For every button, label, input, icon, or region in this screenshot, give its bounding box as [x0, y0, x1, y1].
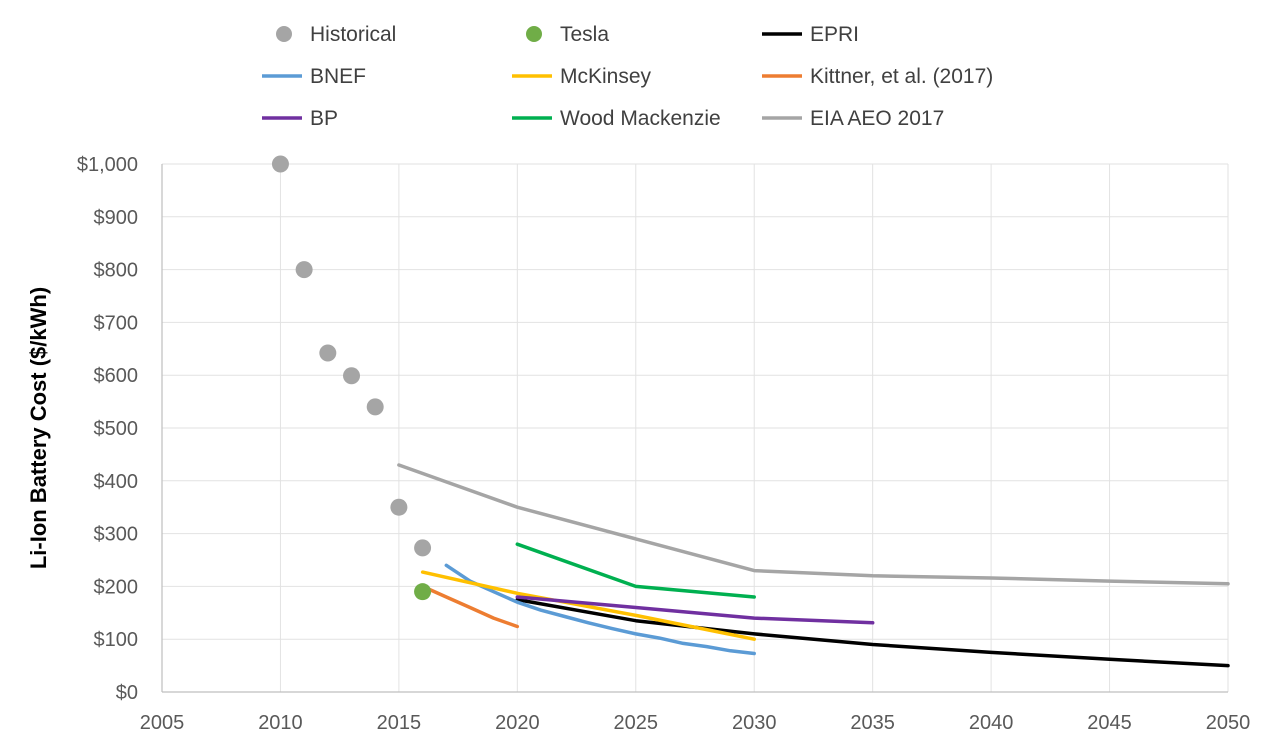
series-line-epri	[515, 597, 1230, 668]
legend-marker-tesla	[526, 26, 542, 42]
legend-marker-historical	[276, 26, 292, 42]
y-tick-label: $400	[94, 471, 139, 493]
data-point-historical	[319, 344, 337, 362]
x-tick-label: 2005	[140, 712, 185, 734]
y-tick-label: $300	[94, 524, 139, 546]
gridlines	[162, 163, 1229, 692]
x-tick-label: 2050	[1206, 712, 1251, 734]
legend-label-epri: EPRI	[810, 23, 859, 46]
legend-label-bp: BP	[310, 107, 338, 130]
series-line-wood-mackenzie	[515, 542, 756, 599]
x-tick-label: 2030	[732, 712, 777, 734]
y-tick-label: $500	[94, 418, 139, 440]
legend-label-bnef: BNEF	[310, 65, 366, 88]
data-point-tesla	[414, 583, 432, 601]
legend-label-kittner-et-al-2017: Kittner, et al. (2017)	[810, 65, 993, 88]
y-tick-label: $600	[94, 365, 139, 387]
x-tick-label: 2040	[969, 712, 1014, 734]
series-layer	[271, 155, 1230, 668]
y-tick-label: $900	[94, 207, 139, 229]
axes: $0 $100 $200 $300 $400 $500 $600 $700 $800 $900 $1…	[77, 154, 1250, 734]
y-tick-label: $1,000	[77, 154, 138, 176]
y-tick-label: $800	[94, 260, 139, 282]
legend-label-historical: Historical	[310, 23, 396, 46]
x-tick-label: 2025	[614, 712, 659, 734]
x-tick-label: 2010	[258, 712, 303, 734]
legend: Historical Tesla EPRI BNEF McKinsey Kittner, …	[262, 23, 993, 130]
legend-label-tesla: Tesla	[560, 23, 609, 46]
series-line-kittner-et-al-2017	[420, 584, 520, 629]
data-point-historical	[343, 367, 361, 385]
x-tick-label: 2035	[850, 712, 895, 734]
x-tick-label: 2015	[377, 712, 422, 734]
y-tick-label: $700	[94, 312, 139, 334]
series-line-eia-aeo-2017	[397, 463, 1230, 586]
series-line-bp	[515, 595, 875, 625]
x-tick-label: 2020	[495, 712, 540, 734]
y-axis-label: Li-Ion Battery Cost ($/kWh)	[26, 287, 51, 569]
y-tick-label: $200	[94, 576, 139, 598]
data-point-historical	[390, 498, 408, 516]
y-tick-label: $100	[94, 629, 139, 651]
data-point-historical	[414, 539, 432, 557]
series-line-mckinsey	[420, 570, 756, 641]
data-point-historical	[366, 398, 384, 416]
x-tick-label: 2045	[1087, 712, 1132, 734]
series-line-bnef	[444, 563, 756, 656]
legend-label-wood-mackenzie: Wood Mackenzie	[560, 107, 721, 130]
data-point-historical	[295, 261, 313, 279]
legend-label-mckinsey: McKinsey	[560, 65, 652, 88]
y-tick-label: $0	[116, 682, 138, 704]
legend-label-eia-aeo-2017: EIA AEO 2017	[810, 107, 944, 130]
data-point-historical	[271, 155, 289, 173]
